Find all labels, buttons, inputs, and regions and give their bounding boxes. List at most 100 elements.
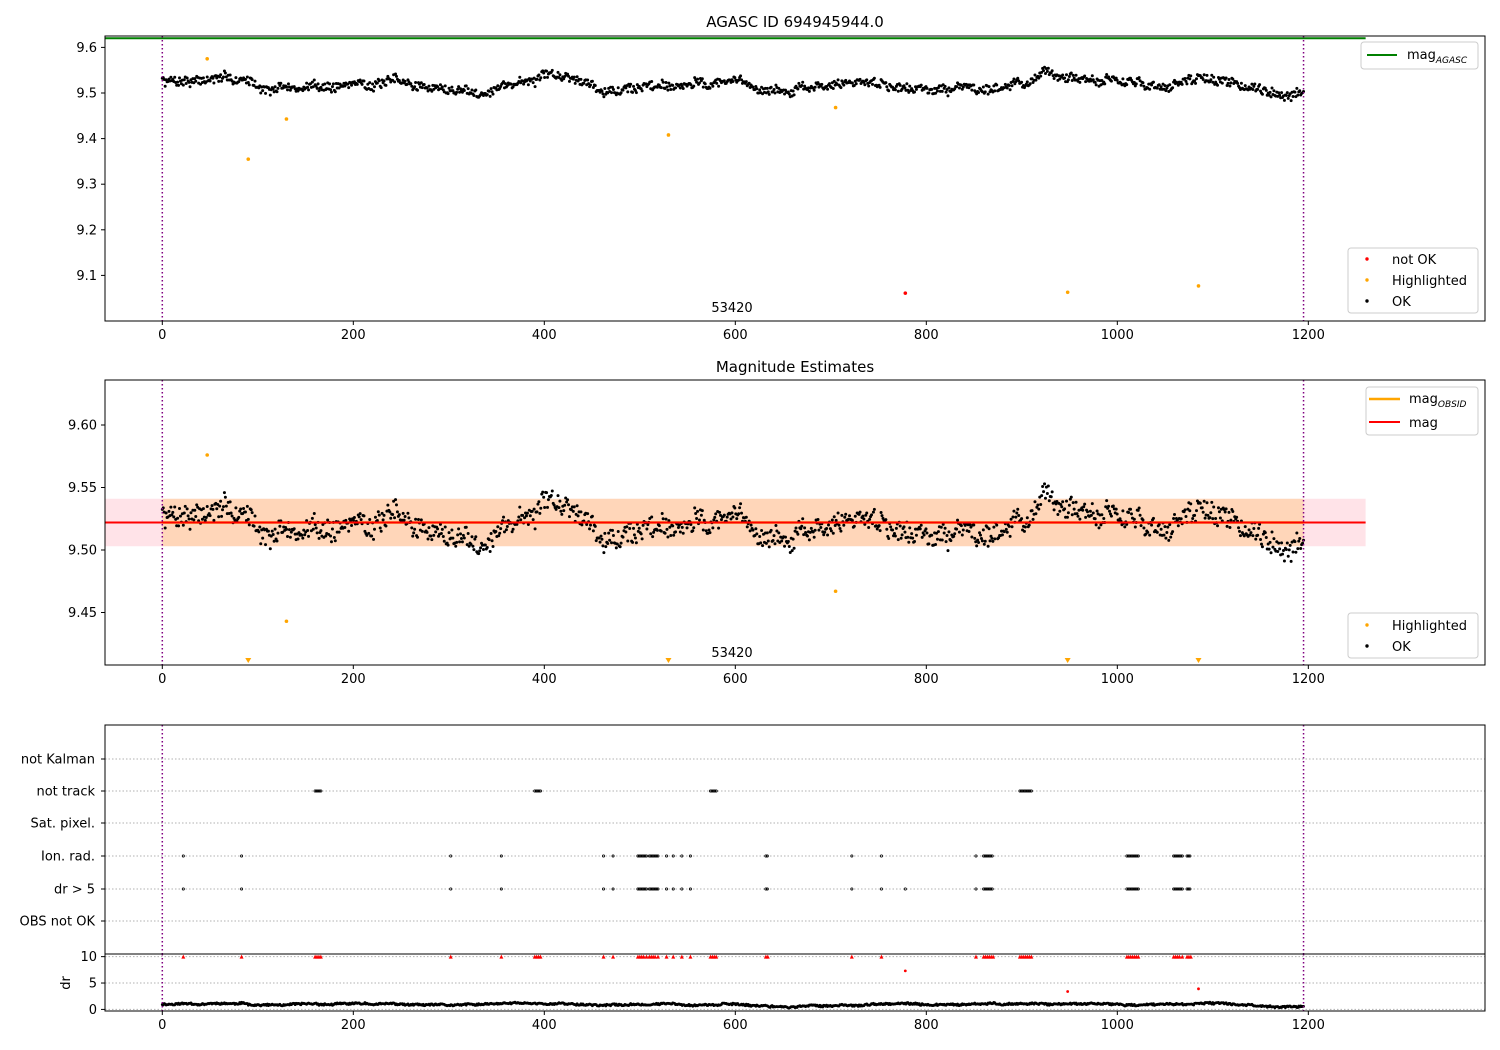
ok-point xyxy=(777,531,781,535)
flag-point xyxy=(984,854,988,858)
ok-point xyxy=(986,92,990,96)
ok-point xyxy=(526,523,530,527)
ok-point xyxy=(462,536,466,540)
ok-point xyxy=(1076,514,1080,518)
dr-out-of-range-marker xyxy=(1180,954,1185,959)
ok-point xyxy=(843,515,847,519)
ok-point xyxy=(330,85,334,89)
mag-estimates-legend-lower: Highlighted OK xyxy=(1347,612,1479,659)
ok-point xyxy=(783,544,787,548)
ok-point xyxy=(406,511,410,515)
ok-point xyxy=(311,527,315,531)
ok-point xyxy=(487,89,491,93)
ok-point xyxy=(657,524,661,528)
ok-point xyxy=(669,534,673,538)
ok-point xyxy=(218,504,222,508)
ok-point xyxy=(1293,540,1297,544)
ok-point xyxy=(286,535,290,539)
dr-ytick-label: 10 xyxy=(80,950,97,965)
ok-point xyxy=(487,538,491,542)
flag-point xyxy=(655,854,659,858)
ok-point xyxy=(925,531,929,535)
ok-point xyxy=(319,529,323,533)
ok-point xyxy=(942,531,946,535)
ok-point xyxy=(907,90,911,94)
ok-point xyxy=(442,539,446,543)
ok-point xyxy=(1144,532,1148,536)
ok-point xyxy=(1065,73,1069,77)
ok-point xyxy=(733,76,737,80)
ok-point xyxy=(786,539,790,543)
ok-point xyxy=(1173,512,1177,516)
ok-point xyxy=(519,518,523,522)
ok-point xyxy=(947,86,951,90)
ok-point xyxy=(1162,533,1166,537)
ok-point xyxy=(373,515,377,519)
ok-point xyxy=(967,530,971,534)
ok-point xyxy=(1000,533,1004,537)
highlighted-point xyxy=(1196,284,1201,288)
ok-point xyxy=(1166,525,1170,529)
ok-point xyxy=(637,526,641,530)
ok-point xyxy=(733,506,737,510)
ok-point xyxy=(1193,513,1197,517)
ok-point xyxy=(200,517,204,521)
ok-point xyxy=(1179,517,1183,521)
legend-label-mag: mag xyxy=(1409,416,1438,431)
dr-out-of-range-marker xyxy=(849,954,854,959)
ok-point xyxy=(550,68,554,72)
dr-outlier-point xyxy=(903,969,907,973)
ok-point xyxy=(708,86,712,90)
ok-point xyxy=(707,528,711,532)
ok-point xyxy=(983,90,987,94)
flag-point xyxy=(989,854,993,858)
ok-point xyxy=(744,515,748,519)
ok-point xyxy=(545,75,549,79)
ok-point xyxy=(640,89,644,93)
ok-point xyxy=(499,527,503,531)
ok-point xyxy=(278,84,282,88)
flag-point xyxy=(1188,854,1192,858)
ok-point xyxy=(511,85,515,89)
ok-point xyxy=(164,511,168,515)
ok-point xyxy=(992,525,996,529)
ok-point xyxy=(217,515,221,519)
ok-point xyxy=(780,539,784,543)
ok-point xyxy=(769,85,773,89)
ok-point xyxy=(805,534,809,538)
ok-point xyxy=(943,84,947,88)
ok-point xyxy=(680,525,684,529)
ok-point xyxy=(393,80,397,84)
ok-point xyxy=(1148,87,1152,91)
ok-point xyxy=(496,525,500,529)
mag-estimates-xtick-label: 800 xyxy=(914,672,939,687)
ok-point xyxy=(823,530,827,534)
mag-estimates-ytick-label: 9.45 xyxy=(68,606,97,621)
ok-point xyxy=(924,527,928,531)
ok-point xyxy=(258,525,262,529)
ok-point xyxy=(393,516,397,520)
ok-point xyxy=(1070,513,1074,517)
ok-point xyxy=(347,86,351,90)
ok-point xyxy=(386,503,390,507)
ok-point xyxy=(181,523,185,527)
ok-point xyxy=(1295,531,1299,535)
ok-point xyxy=(590,79,594,83)
ok-point xyxy=(988,539,992,543)
ok-point xyxy=(796,532,800,536)
ok-point xyxy=(352,515,356,519)
flag-point xyxy=(1176,854,1180,858)
mag-estimates-xtick-label: 1200 xyxy=(1292,672,1325,687)
ok-point xyxy=(184,82,188,86)
ok-point xyxy=(867,525,871,529)
ok-point xyxy=(451,89,455,93)
ok-point xyxy=(913,90,917,94)
ok-point xyxy=(455,540,459,544)
ok-point xyxy=(1036,503,1040,507)
ok-point xyxy=(469,542,473,546)
ok-point xyxy=(893,534,897,538)
flag-point xyxy=(850,887,854,891)
ok-point xyxy=(586,78,590,82)
ok-point xyxy=(1256,87,1260,91)
ok-point xyxy=(621,535,625,539)
